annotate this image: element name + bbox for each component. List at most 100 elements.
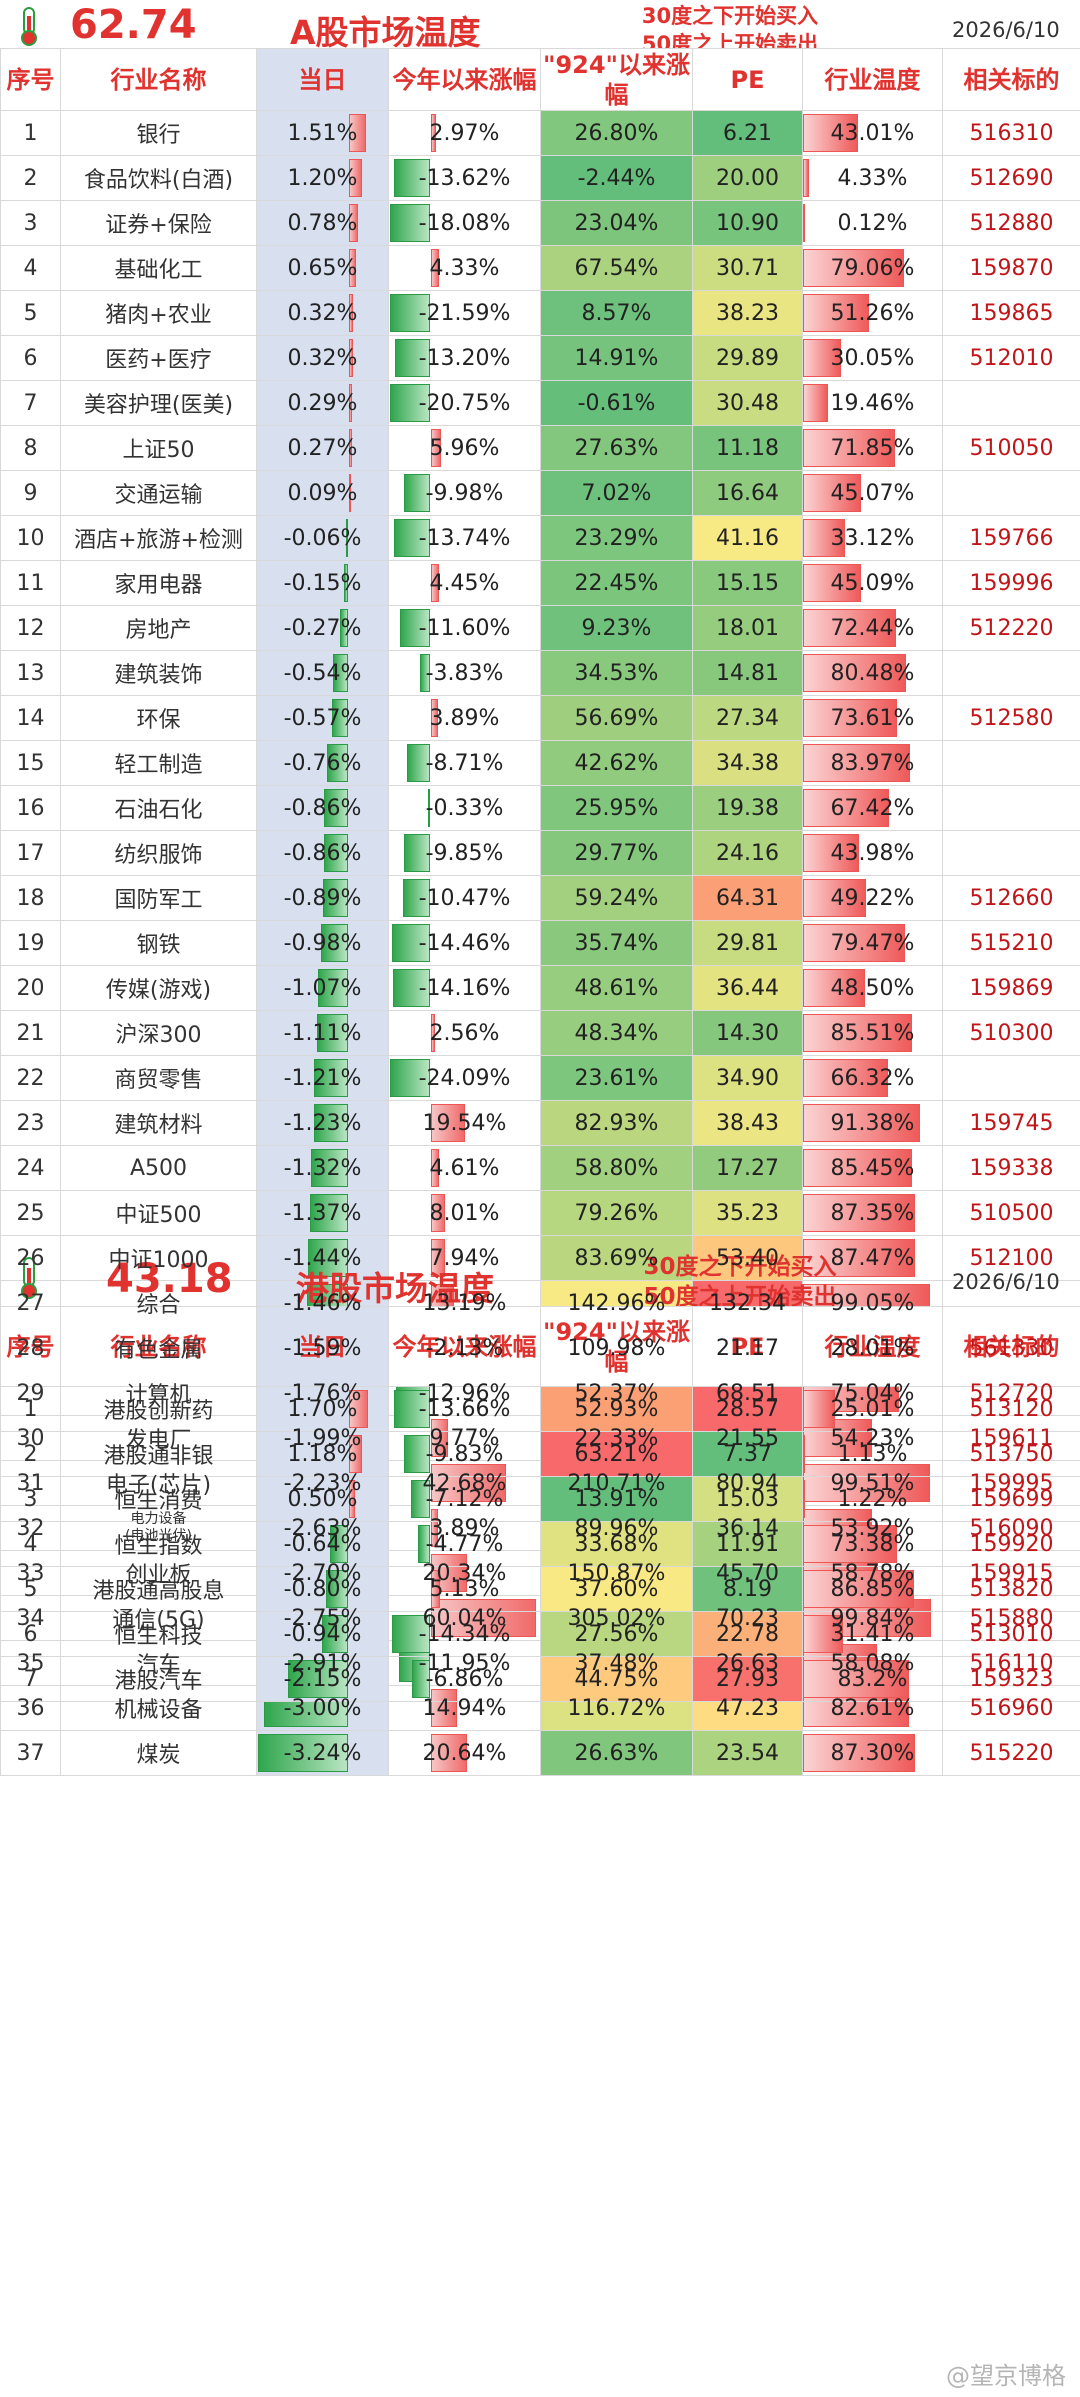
- cell-ytd-value: -11.95%: [418, 1650, 511, 1676]
- cell-seq-value: 21: [16, 1020, 45, 1046]
- cell-name-value: 港股汽车: [114, 1669, 203, 1694]
- cell-name-value: 医药+医疗: [105, 348, 212, 373]
- cell-temp-value: 58.08%: [830, 1650, 915, 1676]
- cell-ytd: 20.64%: [388, 1730, 541, 1776]
- cell-seq-value: 3: [23, 1486, 38, 1512]
- cell-name-value: 港股通高股息: [92, 1579, 225, 1604]
- cell-ytd-value: -2.13%: [425, 1335, 504, 1361]
- cell-code-value: 510300: [969, 1020, 1054, 1046]
- cell-924-value: 23.61%: [574, 1065, 659, 1091]
- cell-924-value: 34.53%: [574, 660, 659, 686]
- cell-code-value: 159865: [969, 300, 1054, 326]
- cell-today: -0.86%: [256, 830, 389, 876]
- cell-today-value: -0.86%: [283, 795, 362, 821]
- a-share-title: A股市场温度: [290, 13, 481, 52]
- cell-924: 67.54%: [540, 245, 693, 291]
- cell-ytd: 8.01%: [388, 1190, 541, 1236]
- cell-temp-value: 72.44%: [830, 615, 915, 641]
- cell-name-value: 证券+保险: [105, 213, 212, 238]
- today-bar: [257, 1734, 348, 1772]
- cell-name-value: 建筑装饰: [114, 663, 203, 688]
- cell-ytd: -0.33%: [388, 785, 541, 831]
- cell-name: 建筑装饰: [60, 650, 257, 696]
- cell-pe: 16.64: [692, 470, 803, 516]
- cell-924-value: 79.26%: [574, 1200, 659, 1226]
- cell-today-value: -3.00%: [283, 1695, 362, 1721]
- table-row: 23 建筑材料 -1.23% 19.54% 82.93% 38.43 91.38% 15974…: [0, 1100, 1080, 1146]
- cell-seq-value: 34: [16, 1605, 45, 1631]
- cell-name-value: 银行: [136, 123, 181, 148]
- ytd-bar: [390, 294, 430, 332]
- cell-today-value: -1.11%: [283, 1020, 362, 1046]
- cell-ytd-value: -24.09%: [418, 1065, 511, 1091]
- cell-pe-value: 45.70: [716, 1560, 779, 1586]
- ytd-bar: [431, 249, 439, 287]
- cell-today-value: -1.23%: [283, 1110, 362, 1136]
- cell-name-value: 国防军工: [114, 888, 203, 913]
- cell-name-value: 基础化工: [114, 258, 203, 283]
- cell-924: 82.93%: [540, 1100, 693, 1146]
- cell-seq-value: 14: [16, 705, 45, 731]
- cell-seq-value: 19: [16, 930, 45, 956]
- cell-code-value: 159699: [969, 1486, 1054, 1512]
- cell-temp-value: 79.06%: [830, 255, 915, 281]
- table-row: 3 证券+保险 0.78% -18.08% 23.04% 10.90 0.12% 512880: [0, 200, 1080, 246]
- cell-924-value: 116.72%: [567, 1695, 666, 1721]
- table-row: 3 恒生消费 0.50% -7.12% 13.91% 15.03 1.22% 159699: [0, 1476, 1080, 1522]
- table-row: 4 恒生指数 -0.64% -4.77% 33.68% 11.91 73.38% 159920: [0, 1521, 1080, 1567]
- cell-temp-value: 67.42%: [830, 795, 915, 821]
- cell-seq-value: 2: [23, 165, 38, 191]
- cell-924-value: 52.93%: [574, 1396, 659, 1422]
- cell-924: 48.61%: [540, 965, 693, 1011]
- cell-name-value: 机械设备: [114, 1698, 203, 1723]
- cell-name: 中证1000: [60, 1235, 257, 1281]
- cell-seq: 7: [0, 1656, 61, 1702]
- cell-ytd-value: 4.33%: [429, 255, 500, 281]
- cell-924-value: -0.61%: [577, 390, 656, 416]
- note-buy: 30度之下开始买入: [641, 4, 819, 28]
- cell-924-value: 67.54%: [574, 255, 659, 281]
- cell-name-value: 港股通非银: [103, 1444, 214, 1469]
- temp-bar: [803, 384, 828, 422]
- cell-seq-value: 25: [16, 1200, 45, 1226]
- cell-code-value: 513010: [969, 1621, 1054, 1647]
- table-row: 25 中证500 -1.37% 8.01% 79.26% 35.23 87.35% 51050…: [0, 1190, 1080, 1236]
- ytd-bar: [394, 159, 430, 197]
- cell-temp-value: 87.35%: [830, 1200, 915, 1226]
- today-bar: [349, 204, 358, 242]
- cell-pe: 29.89: [692, 335, 803, 381]
- today-bar: [349, 1435, 363, 1473]
- cell-ytd-value: -9.98%: [425, 480, 504, 506]
- cell-pe-value: 68.51: [716, 1380, 779, 1406]
- cell-name-value: 有色金属: [114, 1338, 203, 1363]
- cell-temp-value: 54.23%: [830, 1425, 915, 1451]
- cell-seq: 2: [0, 1431, 61, 1477]
- cell-name: 房地产: [60, 605, 257, 651]
- cell-ytd: -14.46%: [388, 920, 541, 966]
- cell-name: 传媒(游戏): [60, 965, 257, 1011]
- header-ytd: 今年以来涨幅: [388, 48, 541, 111]
- cell-pe-value: 16.64: [716, 480, 779, 506]
- ytd-bar: [431, 114, 437, 152]
- hk-share-title-bar: 43.18 港股市场温度 30度之下开始买入 50度之上开始卖出 2026/6/…: [0, 1248, 1080, 1310]
- table-row: 12 房地产 -0.27% -11.60% 9.23% 18.01 72.44% 512220: [0, 605, 1080, 651]
- header-seq: 序号: [0, 1306, 61, 1387]
- table-row: 1 港股创新药 1.70% -13.66% 52.93% 28.57 25.01% 51312…: [0, 1386, 1080, 1432]
- cell-code: 513820: [942, 1566, 1080, 1612]
- temp-bar: [803, 1615, 844, 1653]
- cell-code-value: 159870: [969, 255, 1054, 281]
- cell-pe-value: 29.81: [716, 930, 779, 956]
- cell-code: 512580: [942, 695, 1080, 741]
- cell-name-value: 中证500: [115, 1203, 202, 1228]
- ytd-bar: [431, 1149, 440, 1187]
- cell-seq-value: 30: [16, 1425, 45, 1451]
- cell-ytd-value: -3.83%: [425, 660, 504, 686]
- table-row: 2 港股通非银 1.18% -9.83% 63.21% 7.37 1.13% 513750: [0, 1431, 1080, 1477]
- cell-today-value: -2.91%: [283, 1650, 362, 1676]
- table-row: 5 港股通高股息 -0.80% 5.13% 37.60% 8.19 86.85% 513820: [0, 1566, 1080, 1612]
- cell-seq-value: 26: [16, 1245, 45, 1271]
- cell-924-value: 48.34%: [574, 1020, 659, 1046]
- table-row: 21 沪深300 -1.11% 2.56% 48.34% 14.30 85.51% 51030…: [0, 1010, 1080, 1056]
- cell-name-value: 电子(芯片): [105, 1473, 212, 1498]
- note-sell: 50度之上开始卖出: [643, 1284, 837, 1310]
